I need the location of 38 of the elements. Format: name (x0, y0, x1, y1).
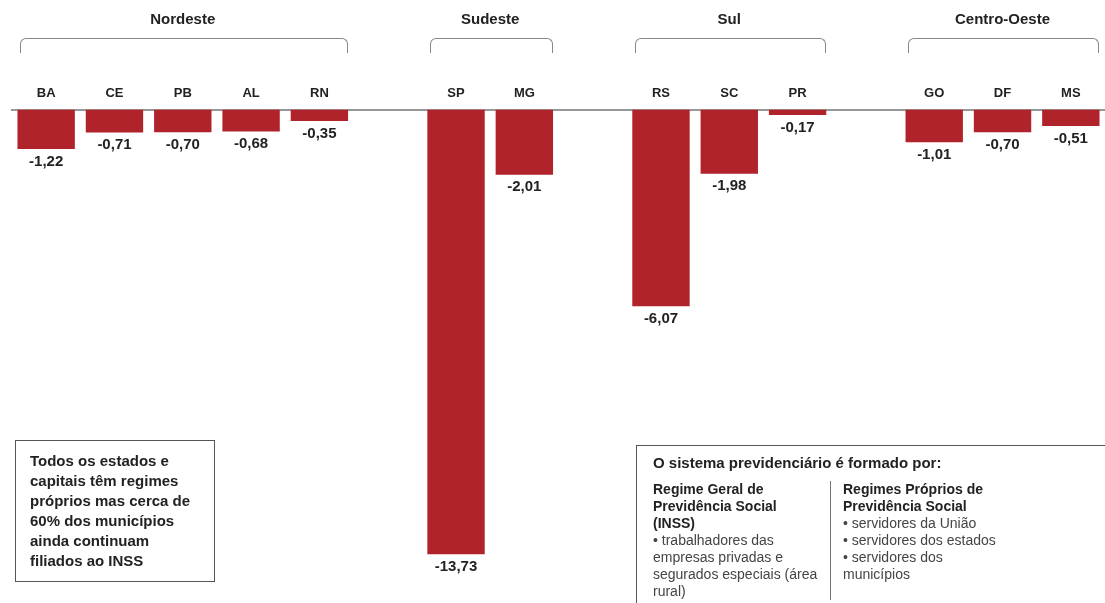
note-panel: Todos os estados e capitais têm regimes próprios mas cerca de 60% dos municípios ainda continuam filiados ao INSS (15, 440, 215, 582)
annotation: • servidores dos estados (843, 532, 997, 549)
x-tick-label: PB (173, 85, 192, 101)
x-tick-label: RN (310, 85, 329, 101)
annotation: O sistema previdenciário é formado por: (653, 454, 943, 471)
x-tick-label: CE (105, 85, 124, 101)
data-label: -0,51 (1053, 128, 1088, 146)
x-tick-label: MG (513, 85, 535, 101)
data-label: -0,70 (985, 134, 1020, 152)
annotation: • trabalhadores das empresas privadas e segurados especiais (área rural) (653, 532, 818, 600)
data-label: -0,70 (165, 134, 200, 152)
text: Sudeste (460, 10, 521, 27)
x-tick-label: SC (720, 85, 739, 101)
data-label: -13,73 (434, 556, 478, 574)
x-tick-label: RS (651, 85, 671, 101)
x-tick-label: BA (36, 85, 57, 101)
annotation: • servidores da União (843, 515, 978, 532)
data-label: -1,01 (917, 144, 952, 162)
data-label: -0,71 (97, 135, 132, 153)
x-tick-label: DF (993, 85, 1012, 101)
data-label: -0,17 (780, 117, 815, 135)
data-label: -0,35 (302, 123, 337, 141)
x-tick-label: AL (242, 85, 260, 101)
annotation: Regime Geral de Previdência Social (INSS) (653, 481, 778, 532)
data-label: -2,01 (507, 177, 542, 195)
annotation: • servidores dos municípios (843, 549, 944, 583)
data-label: -1,98 (712, 176, 747, 194)
x-tick-label: MS (1061, 85, 1081, 101)
annotation: Regimes Próprios de Previdência Social (843, 481, 985, 515)
x-tick-label: PR (788, 85, 808, 101)
data-label: -1,22 (29, 151, 64, 169)
data-label: -6,07 (643, 308, 679, 326)
data-label: -0,68 (233, 134, 269, 152)
text: Sul (716, 10, 742, 27)
text: Nordeste (149, 10, 217, 27)
x-tick-label: GO (924, 85, 945, 101)
text: Centro-Oeste (954, 10, 1052, 27)
x-tick-label: SP (447, 85, 466, 101)
